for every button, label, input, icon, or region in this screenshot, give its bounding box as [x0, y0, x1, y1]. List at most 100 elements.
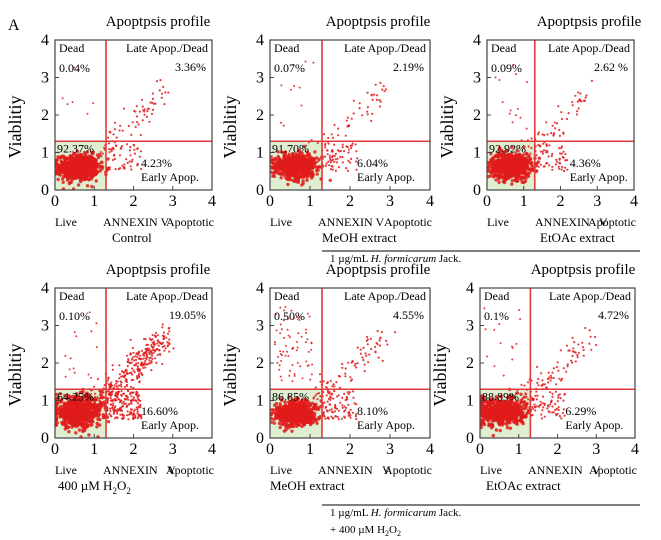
data-point	[137, 362, 140, 365]
data-point	[151, 101, 154, 104]
x-axis-live-label: Live	[270, 463, 292, 477]
x-tick-label: 4	[208, 193, 216, 210]
data-point	[131, 414, 134, 417]
data-point	[108, 151, 111, 154]
data-point	[123, 385, 127, 388]
data-point	[298, 86, 301, 89]
x-tick-label: 3	[593, 193, 601, 210]
data-point	[286, 175, 290, 180]
data-point	[108, 412, 111, 416]
data-point	[75, 157, 79, 161]
data-point	[559, 162, 562, 165]
data-point	[375, 94, 379, 97]
data-point	[65, 406, 69, 410]
data-point	[327, 160, 330, 163]
data-point	[365, 354, 368, 357]
data-point	[121, 129, 124, 132]
data-point	[94, 392, 97, 395]
data-point	[553, 121, 556, 124]
data-point	[328, 154, 331, 157]
data-point	[374, 345, 377, 348]
data-point	[114, 417, 117, 420]
data-point	[371, 112, 374, 115]
data-point	[324, 164, 327, 167]
data-point	[74, 170, 78, 174]
data-point	[87, 173, 91, 177]
data-point	[557, 105, 560, 108]
data-point	[500, 166, 504, 171]
data-point	[79, 408, 83, 412]
data-point	[333, 390, 336, 393]
data-point	[564, 159, 567, 162]
data-point	[120, 385, 123, 388]
data-point	[92, 411, 95, 414]
data-point	[296, 361, 299, 364]
x-tick-label: 3	[169, 441, 177, 458]
data-point	[156, 353, 159, 357]
x-tick-label: 2	[346, 441, 354, 458]
quadrant-early-value: 4.23%	[141, 156, 172, 170]
data-point	[552, 134, 555, 137]
data-point	[130, 168, 133, 171]
data-point	[120, 381, 123, 384]
data-point	[133, 109, 136, 112]
x-tick-label: 1	[90, 193, 98, 210]
data-point	[141, 373, 144, 376]
data-point	[76, 153, 80, 157]
data-point	[376, 329, 379, 333]
data-point	[117, 409, 120, 412]
data-point	[137, 350, 141, 353]
data-point	[150, 345, 153, 348]
data-point	[352, 396, 355, 399]
x-axis-live-label: Live	[487, 215, 509, 229]
data-point	[87, 433, 91, 437]
data-point	[340, 417, 343, 420]
data-point	[113, 384, 116, 387]
data-point	[362, 358, 365, 362]
data-point	[579, 99, 582, 102]
data-point	[537, 165, 540, 168]
data-point	[337, 418, 340, 421]
y-tick-label: 4	[256, 32, 264, 49]
data-point	[331, 168, 334, 171]
chart-caption: EtOAc extract	[540, 230, 615, 245]
data-point	[571, 101, 574, 104]
data-point	[333, 143, 336, 146]
data-point	[279, 332, 282, 335]
data-point	[122, 400, 125, 403]
data-point	[139, 354, 142, 357]
data-point	[111, 404, 115, 407]
data-point	[160, 96, 163, 99]
data-point	[293, 374, 296, 377]
data-point	[299, 365, 302, 368]
data-point	[554, 127, 557, 130]
data-point	[135, 353, 138, 356]
data-point	[70, 159, 74, 164]
data-point	[280, 150, 284, 154]
data-point	[380, 331, 383, 334]
data-point	[355, 150, 358, 153]
data-point	[162, 85, 165, 88]
data-point	[378, 339, 381, 342]
data-point	[558, 147, 561, 150]
data-point	[73, 331, 76, 334]
data-point	[161, 362, 164, 366]
data-point	[524, 176, 528, 180]
data-point	[550, 154, 553, 158]
data-point	[551, 152, 554, 155]
data-point	[516, 166, 520, 171]
data-point	[325, 405, 328, 408]
data-point	[556, 160, 559, 163]
data-point	[112, 402, 115, 405]
data-point	[356, 346, 359, 349]
data-point	[108, 148, 111, 151]
data-point	[88, 162, 92, 166]
data-point	[364, 352, 367, 355]
data-point	[158, 349, 161, 352]
data-point	[134, 364, 137, 367]
data-point	[366, 343, 369, 346]
y-tick-label: 3	[256, 318, 264, 335]
chart-title: Apoptpsis profile	[326, 14, 431, 30]
data-point	[113, 128, 117, 131]
data-point	[374, 351, 377, 354]
